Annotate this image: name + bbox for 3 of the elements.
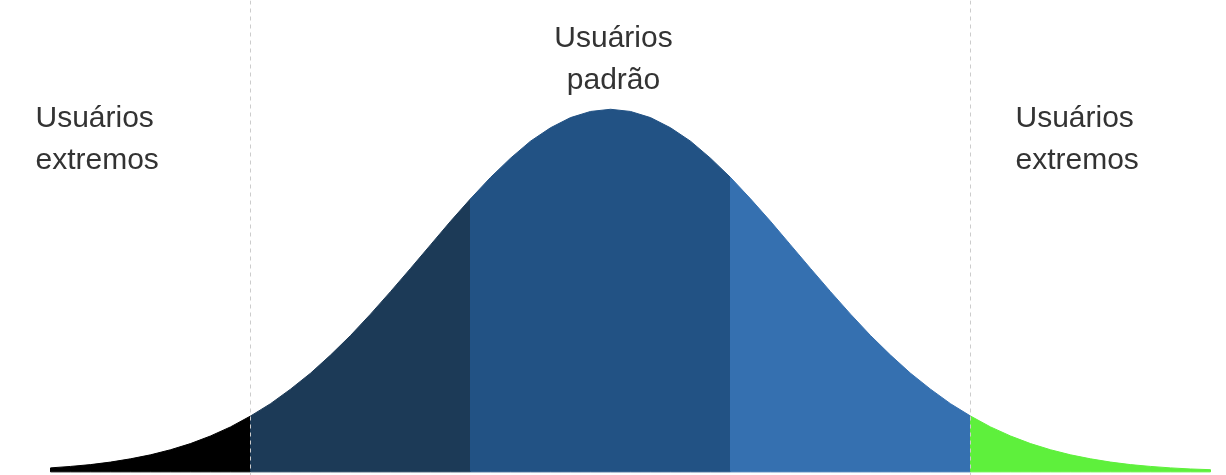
- text: Usuários padrão: [554, 19, 673, 96]
- annotation: Usuários extremos: [35, 99, 159, 176]
- annotation: Usuários extremos: [1015, 99, 1139, 176]
